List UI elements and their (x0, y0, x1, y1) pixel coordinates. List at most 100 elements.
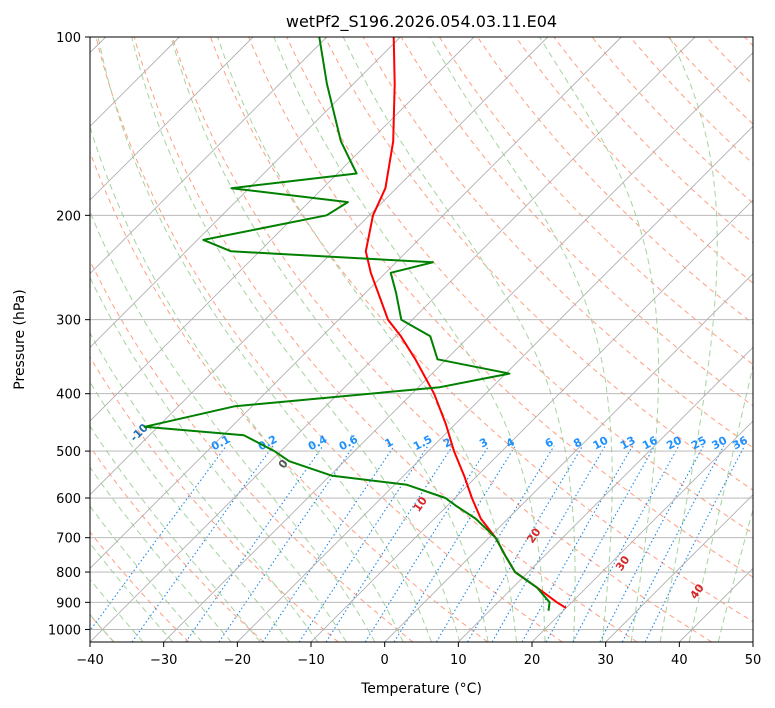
dry-adiabat (90, 259, 414, 642)
y-tick-label: 600 (56, 492, 81, 507)
moist-adiabat (342, 37, 576, 642)
mixing-ratio-label: 6 (543, 435, 556, 450)
dry-adiabat (210, 37, 753, 623)
mixing-ratio-label: 20 (664, 434, 684, 453)
moist-adiabat (217, 37, 517, 642)
dry-adiabat (324, 37, 753, 491)
isotherm-line (310, 199, 753, 642)
mixing-ratio-line (521, 445, 633, 642)
dry-adiabat (90, 531, 190, 642)
mixing-ratio-label: 30 (710, 434, 730, 453)
isotherm-line (458, 346, 753, 642)
moist-adiabat (131, 37, 461, 642)
mixing-ratio-label: 0.6 (337, 433, 361, 454)
isotherm-line (90, 37, 327, 275)
isotherm-line (679, 567, 753, 642)
moist-adiabat-label: 0 (276, 457, 291, 471)
x-tick-label: −10 (297, 653, 324, 668)
y-tick-label: 800 (56, 566, 81, 581)
x-tick-label: 10 (450, 653, 467, 668)
x-tick-label: −40 (76, 653, 103, 668)
dry-adiabat (286, 37, 753, 534)
y-tick-label: 1000 (48, 623, 81, 638)
y-tick-label: 200 (56, 209, 81, 224)
profiles (143, 37, 567, 611)
mixing-ratio-line (545, 445, 656, 642)
dry-adiabat (591, 37, 753, 204)
isotherm-line (531, 420, 753, 642)
isotherm-line (752, 641, 753, 642)
dry-adiabat-label: -10 (128, 421, 151, 444)
moist-adiabat-label: 20 (524, 525, 544, 545)
mixing-ratio-line (393, 445, 516, 642)
y-tick-label: 400 (56, 388, 81, 403)
mixing-ratio-label: 1.5 (411, 433, 434, 454)
dry-adiabat (477, 37, 753, 325)
dry-adiabat (90, 445, 264, 642)
moist-adiabat (90, 276, 347, 642)
mixing-ratio-line (435, 445, 555, 642)
isotherm-line (90, 37, 401, 348)
x-axis-ticks: −40 −30 −20 −10 0 10 20 30 40 50 (76, 642, 761, 668)
isotherm-line (90, 37, 696, 642)
mixing-ratio-label: 0.1 (209, 433, 232, 454)
x-tick-label: −30 (150, 653, 177, 668)
y-tick-label: 300 (56, 314, 81, 329)
isotherm-line (384, 273, 753, 642)
mixing-ratio-line (325, 445, 454, 642)
x-tick-label: 30 (597, 653, 614, 668)
moist-adiabat (688, 363, 753, 642)
y-tick-label: 900 (56, 596, 81, 611)
mixing-ratio-label: 16 (640, 434, 660, 453)
moist-adiabat (90, 125, 404, 642)
dewpoint-profile (143, 37, 551, 611)
dry-adiabat (95, 37, 563, 642)
moist-adiabat (97, 37, 432, 642)
moist-adiabat (659, 37, 718, 642)
moist-adiabat (273, 37, 546, 642)
x-tick-label: 20 (524, 653, 541, 668)
moist-adiabat (90, 381, 290, 642)
mixing-ratio-label: 13 (618, 434, 638, 453)
moist-adiabat-label: 30 (613, 553, 633, 573)
isotherm-line (90, 37, 622, 569)
mixing-ratio-line (262, 445, 395, 642)
moist-adiabat (90, 466, 232, 642)
moist-adiabat-label: 40 (687, 581, 707, 601)
mixing-ratio-line (298, 445, 429, 642)
y-axis-ticks: 1000 900 800 700 600 500 400 300 200 100 (48, 31, 90, 638)
isotherm-line (605, 494, 753, 642)
isotherm-line (90, 37, 254, 201)
moist-adiabat (90, 578, 144, 642)
dry-adiabat (744, 37, 753, 47)
pressure-gridlines (90, 37, 753, 642)
line-labels: 0.10.20.40.611.52346810131620253036-100-… (0, 366, 751, 602)
y-tick-label: 700 (56, 532, 81, 547)
y-axis-label: Pressure (hPa) (12, 289, 28, 389)
dry-adiabat (133, 37, 638, 642)
mixing-ratio-line (599, 445, 704, 642)
isotherm-line (237, 125, 753, 642)
isotherm-line (90, 37, 475, 422)
dry-adiabat-label: -30 (0, 366, 2, 389)
mixing-ratio-label: 36 (730, 434, 750, 453)
moist-adiabat (90, 210, 376, 642)
mixing-ratio-line (572, 445, 680, 642)
moist-adiabat (539, 37, 660, 642)
isotherm-line (90, 37, 548, 496)
dry-adiabat (90, 356, 339, 642)
moist-adiabat (717, 507, 753, 642)
dry-adiabat (706, 37, 753, 86)
mixing-ratio-line (131, 445, 274, 642)
mixing-ratio-label: 3 (477, 435, 490, 450)
x-tick-label: 0 (381, 653, 389, 668)
mixing-ratio-line (364, 445, 490, 642)
isotherm-line (163, 52, 753, 642)
moist-adiabat (429, 37, 613, 642)
dry-adiabat (248, 37, 753, 578)
x-tick-label: −20 (224, 653, 251, 668)
dry-adiabat (668, 37, 753, 125)
moist-adiabat (90, 542, 173, 642)
mixing-ratio-line (644, 445, 746, 642)
